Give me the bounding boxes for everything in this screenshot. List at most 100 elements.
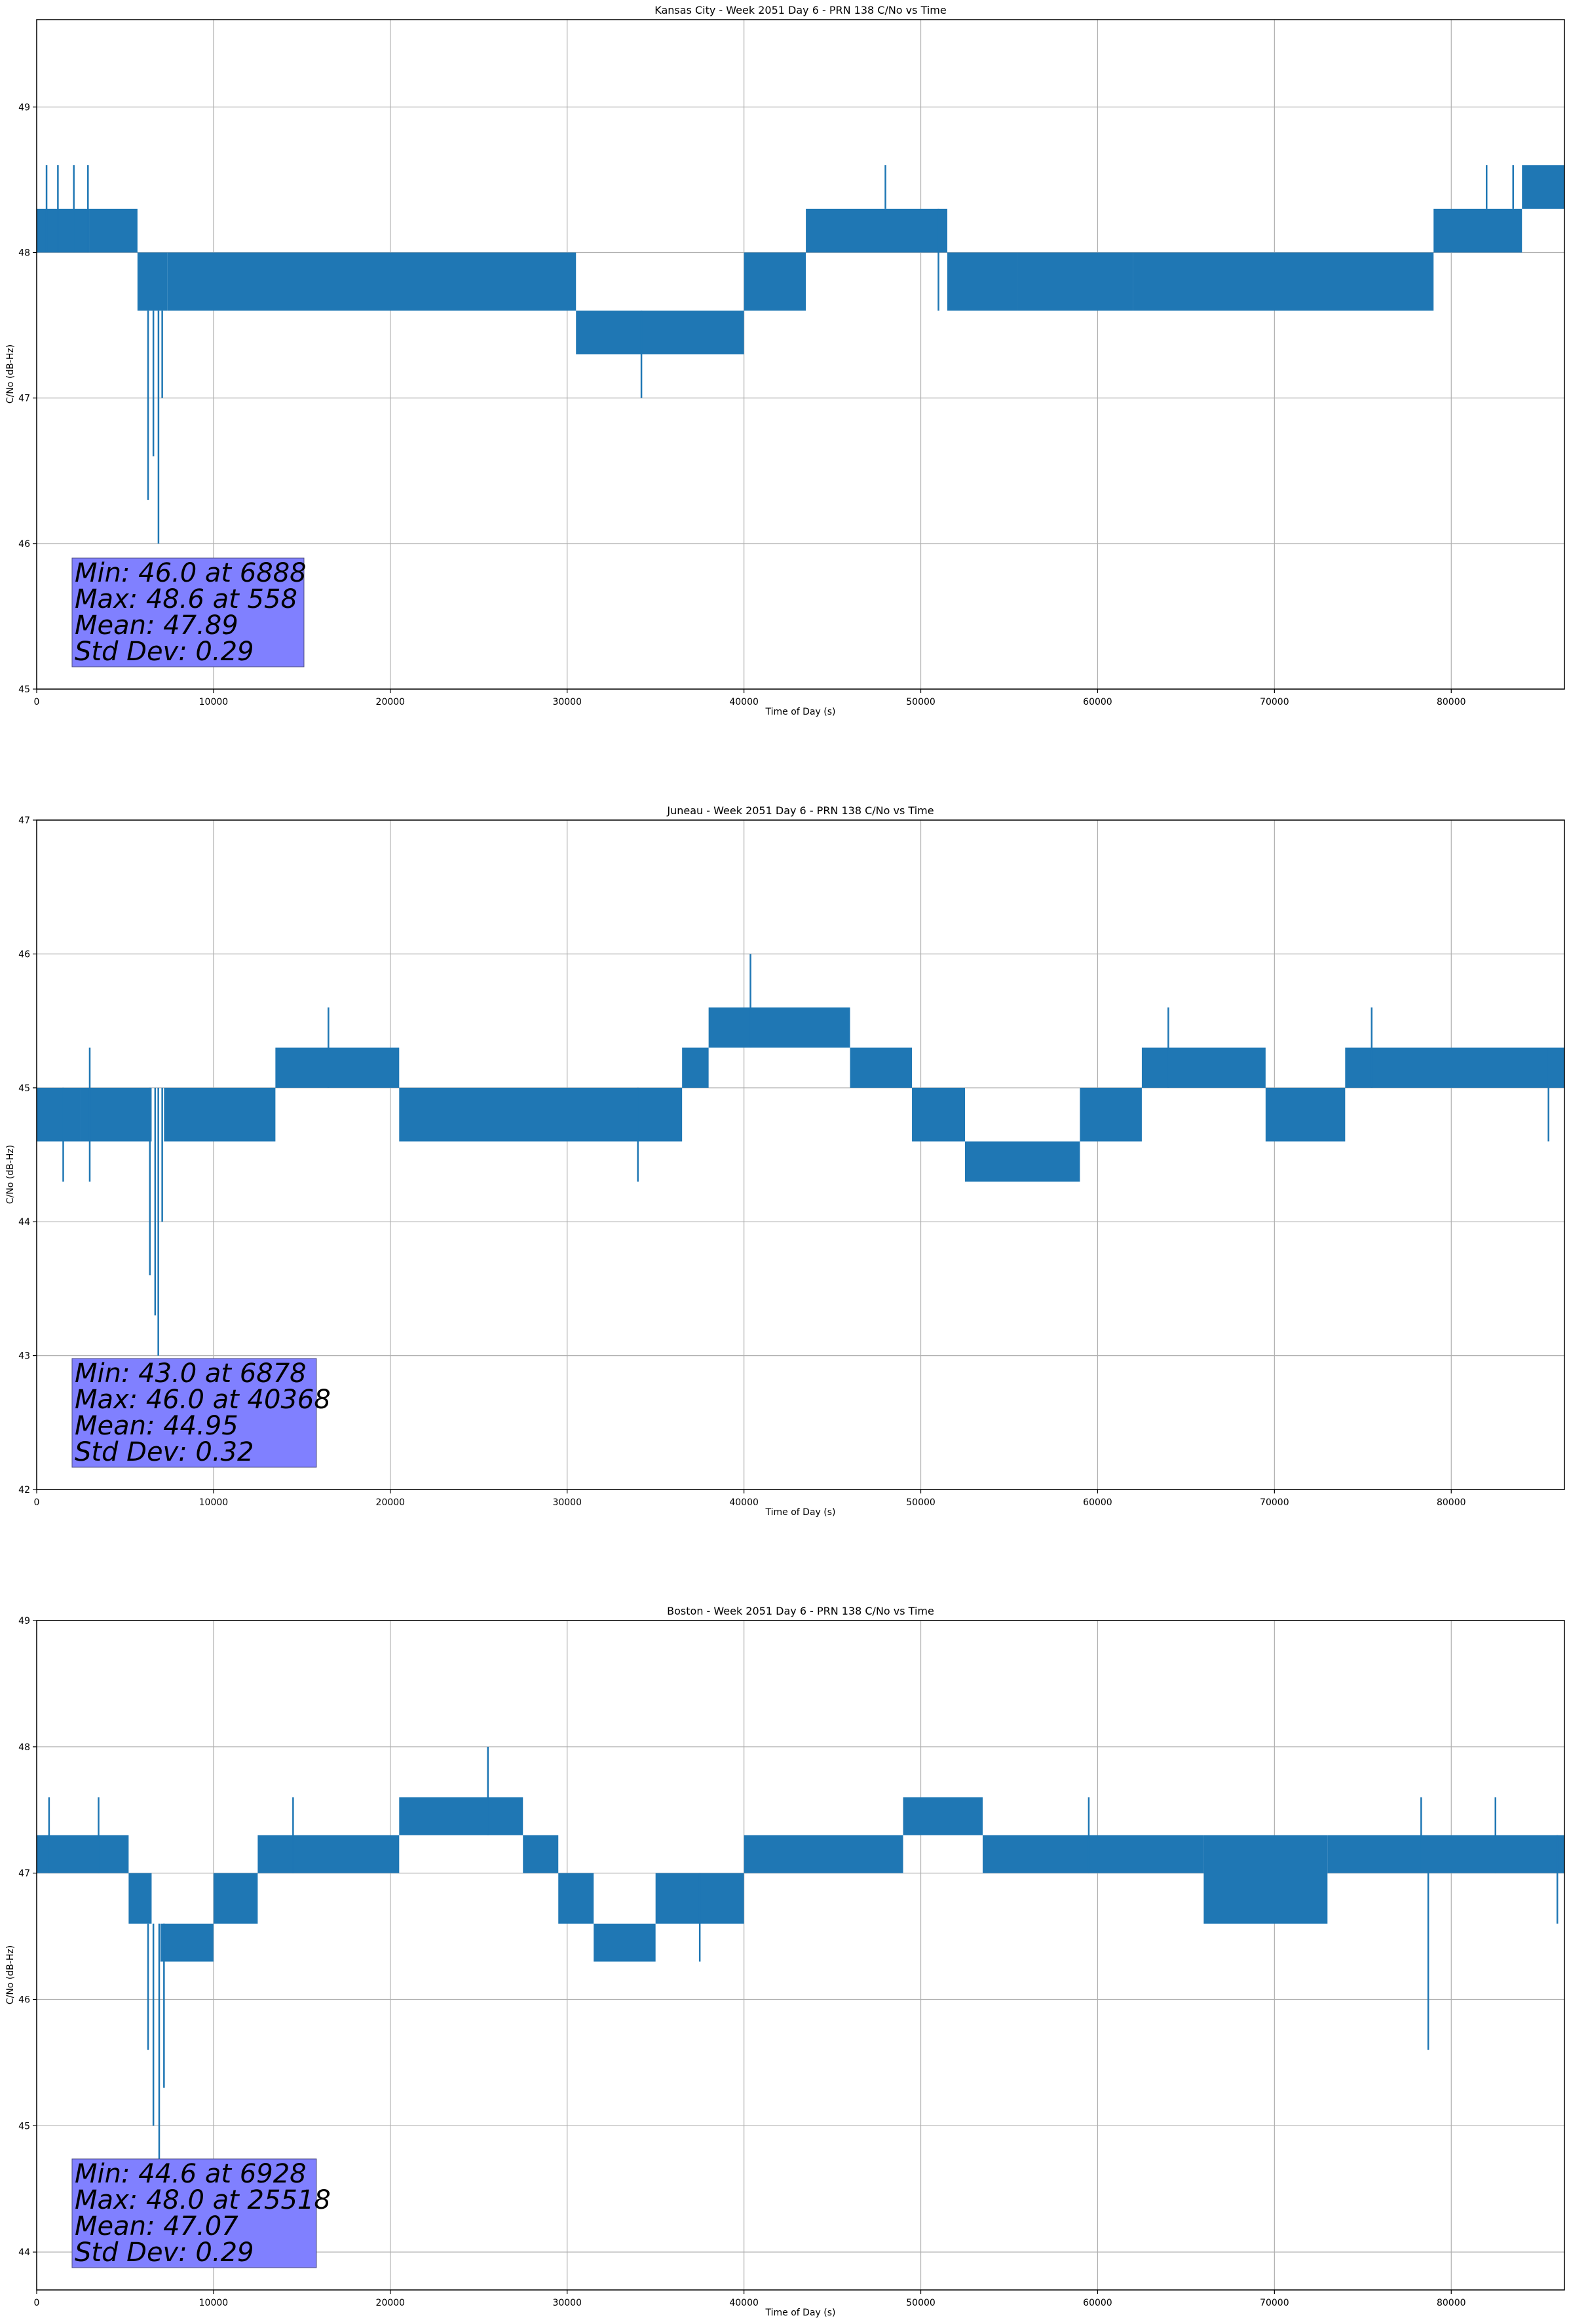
plot-title-kansas-city: Kansas City - Week 2051 Day 6 - PRN 138 …	[654, 4, 946, 16]
data-band	[128, 1873, 152, 1924]
x-tick-label: 30000	[552, 1497, 582, 1508]
subplot-boston: Boston - Week 2051 Day 6 - PRN 138 C/No …	[5, 1605, 1565, 2318]
x-tick-label: 10000	[199, 697, 229, 707]
x-tick-label: 40000	[729, 1497, 759, 1508]
x-tick-label: 0	[34, 2298, 40, 2308]
x-tick-label: 10000	[199, 2298, 229, 2308]
x-tick-label: 70000	[1260, 1497, 1289, 1508]
data-band	[1203, 1835, 1328, 1924]
axes-frame	[36, 1620, 1565, 2291]
data-band	[1522, 165, 1564, 209]
y-tick-label: 45	[18, 684, 30, 695]
x-tick-label: 80000	[1437, 697, 1466, 707]
y-axis-label-boston: C/No (dB-Hz)	[5, 1945, 16, 2004]
data-band	[89, 208, 138, 253]
data-band	[81, 1087, 152, 1142]
data-band	[576, 310, 744, 354]
x-tick-label: 0	[34, 1497, 40, 1508]
data-band	[965, 1141, 1080, 1182]
x-tick-label: 10000	[199, 1497, 229, 1508]
x-tick-label: 30000	[552, 697, 582, 707]
x-tick-label: 50000	[906, 697, 936, 707]
stats-text-line: Mean: 44.95	[75, 1411, 238, 1441]
data-band	[912, 1087, 966, 1142]
stats-text-line: Min: 46.0 at 6888	[75, 558, 307, 588]
y-tick-label: 47	[18, 1869, 30, 1879]
x-axis-label-boston: Time of Day (s)	[765, 2308, 836, 2318]
x-tick-label: 70000	[1260, 2298, 1289, 2308]
x-axis-label-kansas-city: Time of Day (s)	[765, 707, 836, 717]
data-band	[1133, 252, 1434, 311]
subplot-kansas-city: Kansas City - Week 2051 Day 6 - PRN 138 …	[5, 4, 1565, 717]
y-tick-label: 48	[18, 1742, 30, 1753]
stats-text-line: Min: 44.6 at 6928	[75, 2159, 307, 2189]
data-band	[1017, 252, 1133, 311]
y-axis-label-kansas-city: C/No (dB-Hz)	[5, 345, 16, 403]
plot-title-juneau: Juneau - Week 2051 Day 6 - PRN 138 C/No …	[666, 804, 934, 817]
stats-text-line: Max: 48.6 at 558	[75, 584, 297, 614]
data-band	[523, 1835, 559, 1873]
subplot-juneau: Juneau - Week 2051 Day 6 - PRN 138 C/No …	[5, 804, 1565, 1518]
y-tick-label: 46	[18, 539, 30, 550]
axes-frame	[36, 19, 1565, 690]
y-tick-label: 45	[18, 1083, 30, 1094]
data-band	[850, 1047, 913, 1088]
data-band	[1265, 1087, 1346, 1142]
data-band	[37, 1087, 81, 1142]
x-tick-label: 40000	[729, 2298, 759, 2308]
y-tick-label: 48	[18, 248, 30, 258]
x-tick-label: 50000	[906, 1497, 936, 1508]
data-band	[167, 252, 577, 311]
data-band	[257, 1835, 400, 1873]
stats-text-line: Std Dev: 0.29	[75, 2238, 254, 2268]
y-tick-label: 49	[18, 1616, 30, 1626]
data-band	[1080, 1087, 1142, 1142]
y-tick-label: 44	[18, 2247, 30, 2258]
plot-area-juneau: 0 10000 20000 30000 40000 50000 60000 70000 8000…	[18, 815, 1565, 1508]
plot-area-kansas-city: 0 10000 20000 30000 40000 50000 60000 70000 8000…	[18, 19, 1565, 707]
x-tick-label: 60000	[1083, 2298, 1112, 2308]
x-tick-label: 30000	[552, 2298, 582, 2308]
y-tick-label: 49	[18, 102, 30, 113]
data-band	[275, 1047, 400, 1088]
y-tick-label: 42	[18, 1485, 30, 1495]
y-tick-label: 46	[18, 1995, 30, 2005]
data-band	[213, 1873, 258, 1924]
data-band	[37, 208, 90, 253]
axes-frame	[36, 819, 1565, 1490]
x-tick-label: 80000	[1437, 1497, 1466, 1508]
x-tick-label: 70000	[1260, 697, 1289, 707]
data-band	[1433, 208, 1522, 253]
x-axis-label-juneau: Time of Day (s)	[765, 1507, 836, 1518]
y-tick-label: 44	[18, 1217, 30, 1228]
data-band	[1327, 1835, 1564, 1873]
data-band	[137, 252, 168, 311]
y-tick-label: 47	[18, 815, 30, 826]
y-tick-label: 43	[18, 1351, 30, 1362]
data-band	[744, 252, 806, 311]
data-band	[744, 1835, 903, 1873]
data-band	[37, 1835, 129, 1873]
stats-box	[71, 557, 305, 667]
data-band	[1141, 1047, 1266, 1088]
data-band	[806, 208, 948, 253]
x-tick-label: 0	[34, 697, 40, 707]
stats-text-line: Min: 43.0 at 6878	[75, 1359, 307, 1389]
data-band	[594, 1923, 656, 1962]
data-band	[1345, 1047, 1564, 1088]
stats-text-line: Std Dev: 0.32	[75, 1437, 254, 1467]
data-band	[160, 1923, 214, 1962]
x-tick-label: 40000	[729, 697, 759, 707]
stats-text-line: Mean: 47.89	[75, 610, 238, 641]
x-tick-label: 60000	[1083, 1497, 1112, 1508]
y-tick-label: 45	[18, 2121, 30, 2131]
data-band	[682, 1047, 709, 1088]
stats-text-line: Max: 46.0 at 40368	[75, 1385, 331, 1415]
y-axis-label-juneau: C/No (dB-Hz)	[5, 1145, 16, 1204]
data-band	[164, 1087, 276, 1142]
y-tick-label: 47	[18, 394, 30, 404]
stats-box	[71, 2158, 317, 2268]
y-tick-label: 46	[18, 949, 30, 960]
stats-text-line: Mean: 47.07	[75, 2211, 238, 2241]
